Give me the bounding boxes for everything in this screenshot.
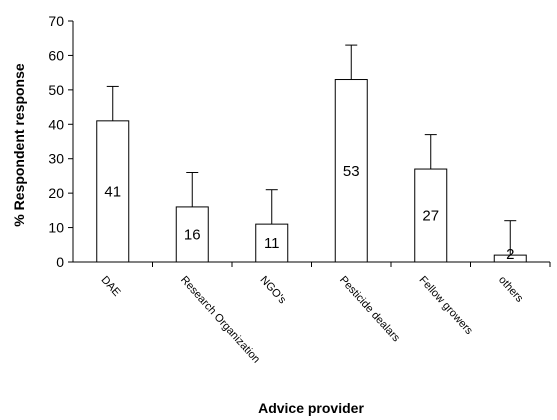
bars: 41 16 11 53 27 2	[96, 44, 551, 267]
y-tick-label: 60	[48, 47, 64, 63]
data-label: 41	[104, 183, 121, 200]
y-tick-label: 10	[48, 220, 64, 236]
bar-3	[334, 79, 368, 263]
data-label: 53	[343, 163, 360, 180]
x-axis-title: Advice provider	[258, 400, 364, 416]
y-tick-label: 20	[48, 185, 64, 201]
x-tick-label: Research Organization	[178, 274, 262, 366]
bar-2	[255, 223, 289, 263]
x-tick-label: NGO's	[258, 274, 289, 307]
x-tick-label: Pesticide dealars	[337, 274, 402, 345]
data-label: 2	[506, 246, 514, 263]
y-axis-title: % Respondent response	[11, 63, 27, 227]
x-tick-label: others	[496, 274, 526, 305]
data-label: 27	[422, 208, 439, 225]
x-tick-label: DAE	[99, 274, 123, 299]
bar-1	[175, 206, 209, 263]
data-label: 11	[264, 235, 280, 252]
y-axis-ticks: 0 10 20 30 40 50 60 70	[48, 13, 73, 270]
x-tick-label: Fellow growers	[417, 274, 476, 337]
y-tick-label: 0	[56, 254, 64, 270]
data-label: 16	[184, 226, 201, 243]
y-tick-label: 40	[48, 116, 64, 132]
y-tick-label: 50	[48, 82, 64, 98]
y-tick-label: 70	[48, 13, 64, 29]
y-tick-label: 30	[48, 151, 64, 167]
bar-0	[96, 120, 130, 263]
